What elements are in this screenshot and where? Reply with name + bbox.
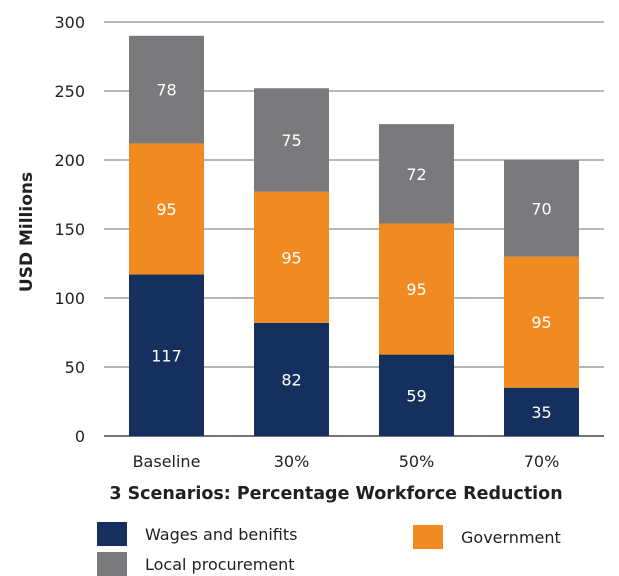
- bar-value-label: 75: [281, 131, 301, 150]
- y-tick-label: 0: [75, 427, 85, 446]
- bar-value-label: 59: [406, 386, 426, 405]
- bar-segment: [379, 124, 454, 224]
- y-tick-label: 300: [54, 13, 85, 32]
- bar-segment: [379, 354, 454, 436]
- y-tick-label: 50: [65, 358, 85, 377]
- bar-value-label: 82: [281, 370, 301, 389]
- bar-value-label: 117: [151, 346, 182, 365]
- bars: 117 95 78 82 95 75 59 95 72 35 95 70: [129, 35, 579, 436]
- x-axis-categories: Baseline 30% 50% 70%: [133, 452, 560, 471]
- y-axis-label: USD Millions: [17, 172, 37, 292]
- bar-value-label: 95: [281, 248, 301, 267]
- bar-value-label: 72: [406, 165, 426, 184]
- x-category-label: 30%: [274, 452, 310, 471]
- bar-segment: [379, 223, 454, 355]
- y-tick-label: 150: [54, 220, 85, 239]
- y-tick-label: 200: [54, 151, 85, 170]
- bar-segment: [129, 143, 204, 275]
- bar-value-label: 95: [156, 200, 176, 219]
- bar-segment: [129, 274, 204, 436]
- bar-segment: [254, 88, 329, 192]
- bar-value-label: 78: [156, 81, 176, 100]
- y-tick-label: 250: [54, 82, 85, 101]
- bar-segment: [504, 160, 579, 257]
- bar-segment: [504, 387, 579, 436]
- bar-value-label: 95: [531, 313, 551, 332]
- bar-segment: [504, 256, 579, 388]
- bar-value-label: 70: [531, 199, 551, 218]
- y-axis-ticks: 0 50 100 150 200 250 300: [54, 13, 85, 446]
- x-category-label: 50%: [399, 452, 435, 471]
- y-tick-label: 100: [54, 289, 85, 308]
- bar-segment: [129, 35, 204, 144]
- x-axis-label: 3 Scenarios: Percentage Workforce Reduct…: [109, 484, 562, 504]
- x-category-label: Baseline: [133, 452, 201, 471]
- bar-value-label: 95: [406, 280, 426, 299]
- bar-segment: [254, 191, 329, 323]
- x-category-label: 70%: [524, 452, 560, 471]
- bar-segment: [254, 322, 329, 436]
- bar-value-label: 35: [531, 403, 551, 422]
